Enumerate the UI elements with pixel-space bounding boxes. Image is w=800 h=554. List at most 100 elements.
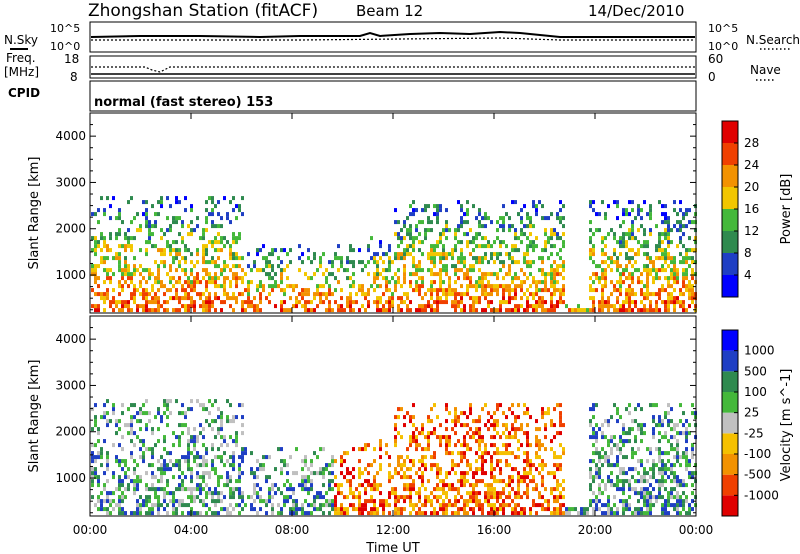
- heatmap-cell: [241, 268, 244, 273]
- heatmap-cell: [658, 419, 661, 424]
- heatmap-cell: [382, 260, 385, 265]
- heatmap-cell: [181, 471, 184, 476]
- heatmap-cell: [553, 304, 556, 309]
- heatmap-cell: [589, 220, 592, 225]
- heatmap-cell: [118, 459, 121, 464]
- heatmap-cell: [199, 483, 202, 488]
- colorbar-tick-label: 20: [744, 180, 759, 194]
- heatmap-cell: [109, 232, 112, 237]
- heatmap-cell: [94, 304, 97, 309]
- heatmap-cell: [415, 268, 418, 273]
- heatmap-cell: [457, 200, 460, 205]
- heatmap-cell: [430, 284, 433, 289]
- heatmap-cell: [436, 240, 439, 245]
- heatmap-cell: [265, 475, 268, 480]
- heatmap-cell: [256, 304, 259, 309]
- heatmap-cell: [340, 463, 343, 468]
- heatmap-cell: [97, 499, 100, 504]
- heatmap-cell: [670, 296, 673, 301]
- heatmap-cell: [244, 447, 247, 452]
- heatmap-cell: [223, 300, 226, 305]
- heatmap-cell: [379, 272, 382, 277]
- heatmap-cell: [127, 244, 130, 249]
- heatmap-cell: [196, 292, 199, 297]
- heatmap-cell: [460, 459, 463, 464]
- heatmap-cell: [295, 300, 298, 305]
- heatmap-cell: [616, 264, 619, 269]
- heatmap-cell: [247, 304, 250, 309]
- heatmap-cell: [481, 292, 484, 297]
- heatmap-cell: [133, 403, 136, 408]
- heatmap-cell: [556, 288, 559, 293]
- heatmap-cell: [607, 300, 610, 305]
- heatmap-cell: [322, 300, 325, 305]
- heatmap-cell: [100, 196, 103, 201]
- heatmap-cell: [190, 499, 193, 504]
- heatmap-cell: [181, 240, 184, 245]
- heatmap-cell: [688, 471, 691, 476]
- heatmap-cell: [511, 475, 514, 480]
- heatmap-cell: [442, 292, 445, 297]
- heatmap-cell: [622, 431, 625, 436]
- heatmap-cell: [271, 284, 274, 289]
- heatmap-cell: [154, 212, 157, 217]
- heatmap-cell: [664, 479, 667, 484]
- heatmap-cell: [511, 200, 514, 205]
- heatmap-cell: [517, 479, 520, 484]
- heatmap-cell: [691, 507, 694, 512]
- heatmap-cell: [352, 300, 355, 305]
- heatmap-cell: [643, 423, 646, 428]
- heatmap-cell: [295, 499, 298, 504]
- heatmap-cell: [157, 427, 160, 432]
- heatmap-cell: [175, 511, 178, 516]
- heatmap-cell: [250, 451, 253, 456]
- heatmap-cell: [124, 236, 127, 241]
- heatmap-cell: [604, 284, 607, 289]
- heatmap-cell: [670, 260, 673, 265]
- heatmap-cell: [412, 403, 415, 408]
- heatmap-cell: [337, 308, 340, 313]
- heatmap-cell: [514, 495, 517, 500]
- heatmap-cell: [655, 276, 658, 281]
- heatmap-cell: [328, 499, 331, 504]
- heatmap-cell: [226, 471, 229, 476]
- heatmap-cell: [202, 248, 205, 253]
- heatmap-cell: [184, 308, 187, 313]
- heatmap-cell: [166, 467, 169, 472]
- heatmap-cell: [691, 475, 694, 480]
- heatmap-cell: [211, 280, 214, 285]
- heatmap-cell: [223, 244, 226, 249]
- heatmap-cell: [652, 495, 655, 500]
- heatmap-cell: [625, 208, 628, 213]
- heatmap-cell: [451, 252, 454, 257]
- heatmap-cell: [181, 296, 184, 301]
- heatmap-cell: [523, 252, 526, 257]
- heatmap-cell: [268, 499, 271, 504]
- heatmap-cell: [562, 451, 565, 456]
- heatmap-cell: [169, 499, 172, 504]
- heatmap-cell: [559, 208, 562, 213]
- heatmap-cell: [508, 463, 511, 468]
- heatmap-cell: [646, 459, 649, 464]
- heatmap-cell: [517, 427, 520, 432]
- heatmap-cell: [511, 479, 514, 484]
- heatmap-cell: [496, 419, 499, 424]
- heatmap-cell: [229, 491, 232, 496]
- heatmap-cell: [589, 435, 592, 440]
- heatmap-cell: [682, 260, 685, 265]
- heatmap-cell: [421, 284, 424, 289]
- heatmap-cell: [166, 407, 169, 412]
- heatmap-cell: [208, 423, 211, 428]
- heatmap-cell: [514, 503, 517, 508]
- heatmap-cell: [349, 284, 352, 289]
- heatmap-cell: [454, 431, 457, 436]
- heatmap-cell: [511, 467, 514, 472]
- heatmap-cell: [427, 419, 430, 424]
- heatmap-cell: [511, 511, 514, 516]
- heatmap-cell: [187, 276, 190, 281]
- heatmap-cell: [130, 455, 133, 460]
- heatmap-cell: [304, 483, 307, 488]
- heatmap-cell: [457, 240, 460, 245]
- heatmap-cell: [394, 507, 397, 512]
